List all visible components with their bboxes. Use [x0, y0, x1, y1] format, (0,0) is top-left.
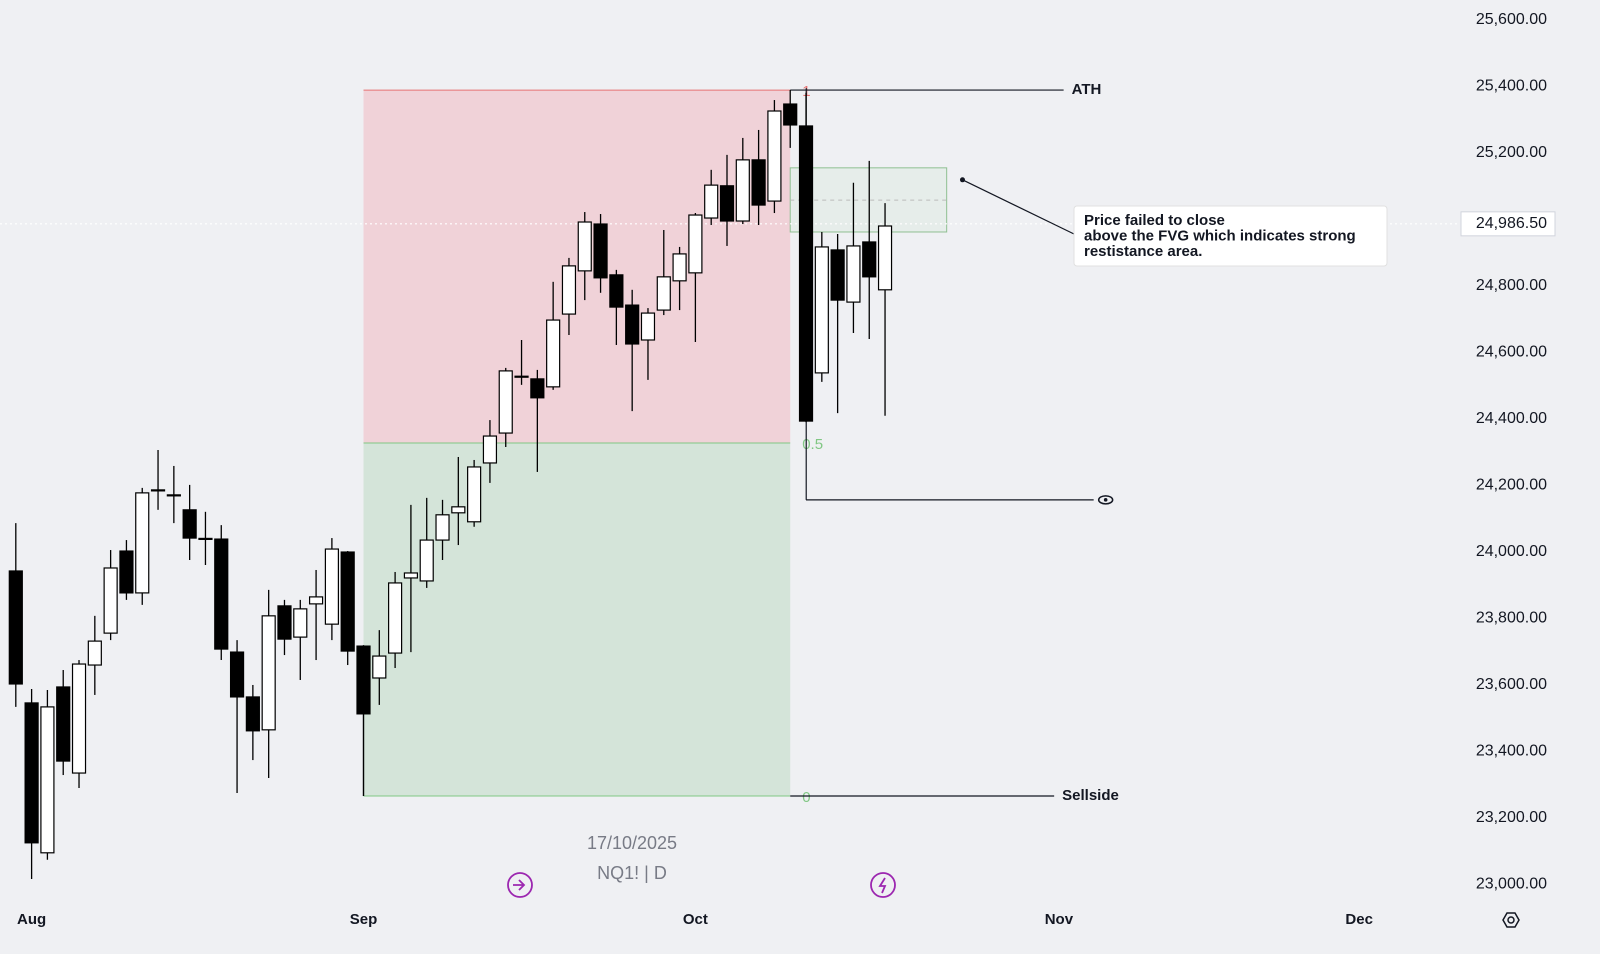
y-tick-label: 24,600.00 [1476, 344, 1547, 361]
candle-body [625, 304, 640, 345]
candle-body [751, 159, 766, 206]
candle-body [609, 274, 624, 308]
date-label: 17/10/2025 [587, 833, 677, 853]
eye-icon [1097, 495, 1114, 505]
candle-body [119, 550, 134, 594]
candle-body [356, 645, 371, 715]
candle-body [340, 551, 355, 652]
x-tick-label: Sep [350, 911, 378, 928]
candle-body [182, 509, 197, 539]
fib-level-label: 0 [802, 789, 810, 806]
candle-body [735, 159, 750, 222]
candle-body [767, 110, 782, 202]
candle-body [166, 494, 181, 497]
annotation-pointer [962, 179, 1075, 235]
y-tick-label: 25,200.00 [1476, 144, 1547, 161]
candle-body [846, 245, 861, 303]
x-tick-label: Dec [1345, 911, 1373, 928]
candle-body [261, 615, 276, 731]
level-label: ATH [1072, 81, 1102, 98]
annotation-text: restistance area. [1084, 243, 1202, 260]
candle-body [24, 702, 39, 844]
candle-body [150, 489, 166, 492]
level-label: Sellside [1062, 787, 1119, 804]
candle-body [103, 567, 118, 634]
replay-icon[interactable] [507, 872, 533, 898]
settings-icon[interactable] [1502, 912, 1520, 928]
candle-body [514, 375, 529, 378]
candle-body [435, 514, 450, 541]
candle-body [229, 651, 245, 698]
candle-body [530, 378, 545, 399]
candle-body [245, 696, 260, 732]
candle-body [135, 492, 150, 594]
y-tick-label: 24,400.00 [1476, 410, 1547, 427]
x-tick-label: Oct [683, 911, 708, 928]
candle-body [656, 276, 671, 311]
candle-body [593, 223, 608, 279]
fvg-box [789, 167, 948, 233]
candle-body [277, 605, 292, 640]
candle-body [814, 246, 829, 374]
x-tick-label: Aug [17, 911, 46, 928]
candle-body [877, 225, 893, 291]
candle-body [783, 103, 798, 126]
candle-body [372, 655, 387, 679]
candle-body [798, 125, 814, 422]
candle-body [403, 572, 419, 579]
y-tick-label: 24,800.00 [1476, 277, 1547, 294]
last-price-label: 24,986.50 [1476, 215, 1547, 232]
candle-body [862, 241, 877, 278]
eye-pupil [1103, 498, 1108, 502]
candle-body [640, 312, 656, 341]
annotation-text: above the FVG which indicates strong [1084, 227, 1356, 244]
annotation-box [1073, 205, 1388, 267]
y-tick-label: 23,600.00 [1476, 676, 1547, 693]
candle-body [719, 185, 735, 222]
candle-body [704, 184, 719, 219]
candle-body [467, 466, 482, 523]
alert-icon[interactable] [870, 872, 896, 898]
y-tick-label: 24,200.00 [1476, 476, 1547, 493]
candle-body [8, 570, 23, 685]
candle-body [830, 249, 845, 301]
fib-level-label: 0.5 [802, 436, 823, 453]
fib-zone-upper [363, 90, 791, 444]
candle-body [56, 686, 71, 762]
y-tick-label: 23,200.00 [1476, 809, 1547, 826]
y-tick-label: 25,600.00 [1476, 11, 1547, 28]
y-tick-label: 23,000.00 [1476, 875, 1547, 892]
candle-body [308, 596, 324, 605]
symbol-label: NQ1! | D [597, 863, 667, 883]
annotation-text: Price failed to close [1084, 212, 1225, 229]
y-tick-label: 23,400.00 [1476, 742, 1547, 759]
y-tick-label: 25,400.00 [1476, 78, 1547, 95]
candle-body [324, 548, 339, 625]
candle-body [293, 608, 308, 638]
candle-body [388, 582, 403, 654]
candle-body [546, 319, 561, 388]
candle-body [198, 537, 213, 541]
last-price-box [1460, 211, 1556, 237]
fib-zone-lower [363, 443, 791, 796]
x-tick-label: Nov [1045, 911, 1074, 928]
candle-body [577, 221, 592, 272]
candle-body [419, 539, 434, 582]
candle-body [482, 435, 498, 464]
candle-body [71, 663, 87, 774]
candle-body [688, 214, 703, 274]
candle-body [87, 640, 102, 666]
candle-body [672, 253, 687, 282]
y-tick-label: 23,800.00 [1476, 609, 1547, 626]
candle-body [561, 265, 577, 315]
candle-body [214, 538, 229, 650]
candle-body [498, 370, 513, 434]
candle-body [40, 706, 55, 854]
candle-body [451, 506, 466, 514]
y-tick-label: 24,000.00 [1476, 543, 1547, 560]
eye-outline [1097, 495, 1114, 505]
